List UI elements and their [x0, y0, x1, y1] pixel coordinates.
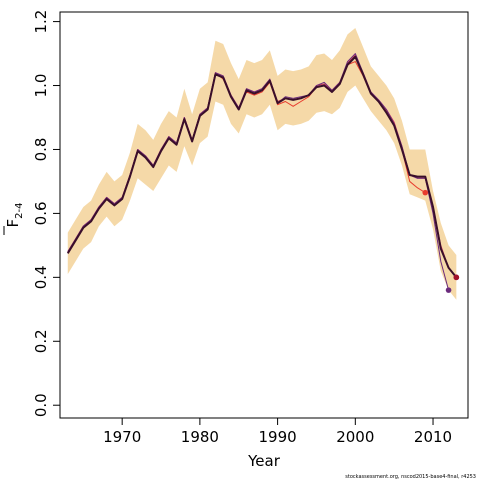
x-tick-label-1970: 1970 — [103, 428, 141, 446]
x-tick-label-2010: 2010 — [414, 428, 452, 446]
x-tick-label-2000: 2000 — [336, 428, 374, 446]
series-layer — [66, 53, 458, 291]
confidence-band — [67, 27, 457, 300]
end-point-1 — [422, 189, 429, 196]
y-tick-label-5: 1.0 — [32, 74, 50, 98]
footer-credit: stockassessment.org, nscod2015-base4-fin… — [345, 474, 476, 480]
x-tick-label-1990: 1990 — [259, 428, 297, 446]
y-axis-title-main: F — [4, 219, 22, 228]
y-tick-label-2: 0.4 — [32, 265, 50, 289]
y-tick-label-3: 0.6 — [32, 201, 50, 225]
confidence-band-layer — [67, 27, 457, 300]
end-point-2 — [445, 287, 452, 293]
y-tick-label-4: 0.8 — [32, 138, 50, 162]
x-axis: 1970 1980 1990 2000 2010 — [103, 418, 452, 446]
x-tick-label-1980: 1980 — [181, 428, 219, 446]
y-tick-label-6: 1.2 — [32, 10, 50, 34]
y-axis-title-text: F2-4 — [4, 203, 25, 228]
y-tick-label-0: 0.0 — [32, 393, 50, 417]
end-point-4 — [453, 274, 460, 281]
y-axis: 0.0 0.2 0.4 0.6 0.8 1.0 1.2 — [32, 10, 60, 417]
plot-frame — [59, 11, 469, 419]
y-axis-title: F2-4 — [3, 203, 25, 235]
y-tick-label-1: 0.2 — [32, 329, 50, 353]
x-axis-title: Year — [247, 452, 281, 470]
end-points-layer — [422, 189, 460, 293]
series-line-4 — [66, 55, 458, 278]
y-axis-title-subscript: 2-4 — [14, 203, 25, 219]
